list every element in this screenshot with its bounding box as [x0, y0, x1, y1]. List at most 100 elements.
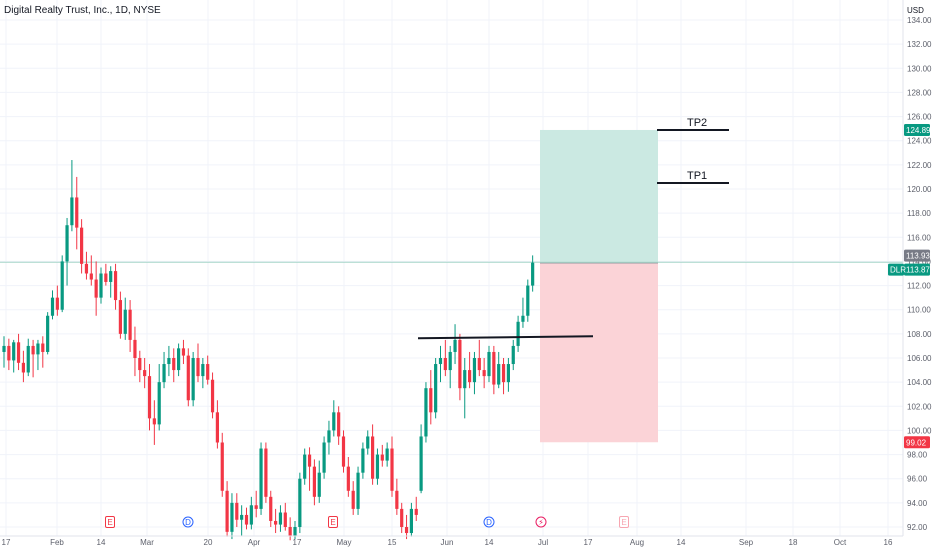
- candle-body: [404, 527, 409, 534]
- candle-body: [332, 412, 336, 431]
- event-markers[interactable]: E D E D ⚡ E: [105, 516, 629, 528]
- x-tick-label: 17: [584, 538, 593, 547]
- y-tick-label: 112.00: [907, 282, 931, 291]
- x-tick-label: 15: [388, 538, 397, 547]
- marker-symbol: D: [185, 518, 191, 527]
- position-zones: [0, 129, 903, 443]
- candle-body: [225, 490, 229, 532]
- earnings-upcoming-marker: [619, 516, 629, 528]
- candle-body: [419, 436, 423, 491]
- x-tick-label: 14: [485, 538, 494, 547]
- candle-body: [371, 436, 375, 479]
- candle-body: [162, 364, 166, 383]
- candle-body: [337, 412, 341, 437]
- y-tick-label: 102.00: [907, 402, 932, 411]
- candle-body: [448, 351, 452, 371]
- x-tick-label: Mar: [140, 538, 154, 547]
- currency-label[interactable]: USD: [907, 6, 924, 15]
- x-tick-label: Aug: [630, 538, 644, 547]
- candle-body: [191, 358, 195, 401]
- candle-body: [75, 197, 79, 228]
- y-tick-label: 110.00: [907, 306, 931, 315]
- candle-body: [492, 351, 496, 385]
- candle-body: [293, 527, 297, 536]
- candle-body: [109, 271, 113, 282]
- candle-body: [414, 508, 418, 515]
- current-price-tag-text: 113.87: [906, 266, 930, 275]
- candle-body: [463, 370, 467, 389]
- candle-body: [104, 273, 108, 282]
- candle-body: [181, 348, 186, 356]
- candle-body: [526, 285, 530, 316]
- x-tick-label: 17: [293, 538, 302, 547]
- candle-body: [278, 512, 283, 525]
- candle-body: [210, 379, 215, 413]
- candle-body: [254, 505, 258, 509]
- marker-symbol: D: [486, 518, 492, 527]
- candle-body: [434, 364, 438, 413]
- candle-body: [303, 454, 307, 479]
- candle-body: [220, 442, 224, 491]
- y-tick-label: 96.00: [907, 475, 928, 484]
- candle-body: [244, 514, 249, 525]
- candle-body: [341, 436, 346, 467]
- candle-body: [361, 448, 365, 473]
- x-tick-label: 16: [884, 538, 893, 547]
- y-tick-label: 100.00: [907, 426, 932, 435]
- candle-body: [443, 358, 447, 371]
- x-tick-label: Feb: [50, 538, 64, 547]
- y-tick-label: 132.00: [907, 40, 932, 49]
- y-tick-label: 130.00: [907, 64, 932, 73]
- candle-body: [16, 342, 21, 363]
- candle-body: [429, 388, 433, 413]
- candle-body: [240, 514, 244, 520]
- x-tick-label: Apr: [248, 538, 261, 547]
- candle-body: [230, 502, 234, 532]
- x-tick-label: 17: [2, 538, 11, 547]
- candle-body: [506, 364, 510, 383]
- candle-body: [438, 358, 443, 365]
- grid: [0, 0, 903, 536]
- y-tick-label: 94.00: [907, 499, 928, 508]
- candle-body: [65, 225, 69, 262]
- candle-body: [298, 478, 302, 527]
- candle-body: [60, 261, 64, 310]
- candle-body: [118, 300, 122, 334]
- x-tick-label: 14: [677, 538, 686, 547]
- annotation-lines[interactable]: TP2 TP1: [417, 117, 729, 340]
- candle-body: [531, 262, 535, 286]
- take-profit-tag: [904, 123, 930, 136]
- candle-body: [123, 309, 127, 334]
- split-marker: [535, 516, 547, 528]
- y-tick-label: 128.00: [907, 88, 932, 97]
- candle-body: [55, 297, 59, 310]
- earnings-marker: [105, 516, 115, 528]
- candle-body: [128, 309, 132, 340]
- candle-body: [36, 343, 40, 355]
- marker-symbol: E: [621, 518, 626, 527]
- tp-label: TP2: [687, 117, 707, 129]
- candle-body: [70, 197, 74, 226]
- current-price-tag: [904, 263, 930, 276]
- candle-body: [196, 358, 200, 377]
- price-tags: 124.89 113.93 113.87 99.02 DLR: [888, 123, 931, 449]
- candle-body: [322, 442, 326, 473]
- dividend-marker: [483, 516, 495, 528]
- x-tick-label: Jul: [538, 538, 548, 547]
- candle-body: [152, 418, 156, 425]
- candle-body: [147, 376, 152, 419]
- candle-body: [41, 343, 45, 352]
- candle-body: [215, 412, 219, 443]
- candle-body: [26, 345, 30, 373]
- candle-body: [177, 348, 181, 371]
- candle-body: [487, 351, 491, 377]
- candle-body: [46, 315, 50, 352]
- candle-body: [167, 358, 171, 365]
- marker-symbol: E: [107, 518, 112, 527]
- candle-body: [312, 466, 316, 497]
- y-tick-label: 106.00: [907, 354, 932, 363]
- y-tick-label: 108.00: [907, 330, 932, 339]
- candle-body: [482, 370, 486, 377]
